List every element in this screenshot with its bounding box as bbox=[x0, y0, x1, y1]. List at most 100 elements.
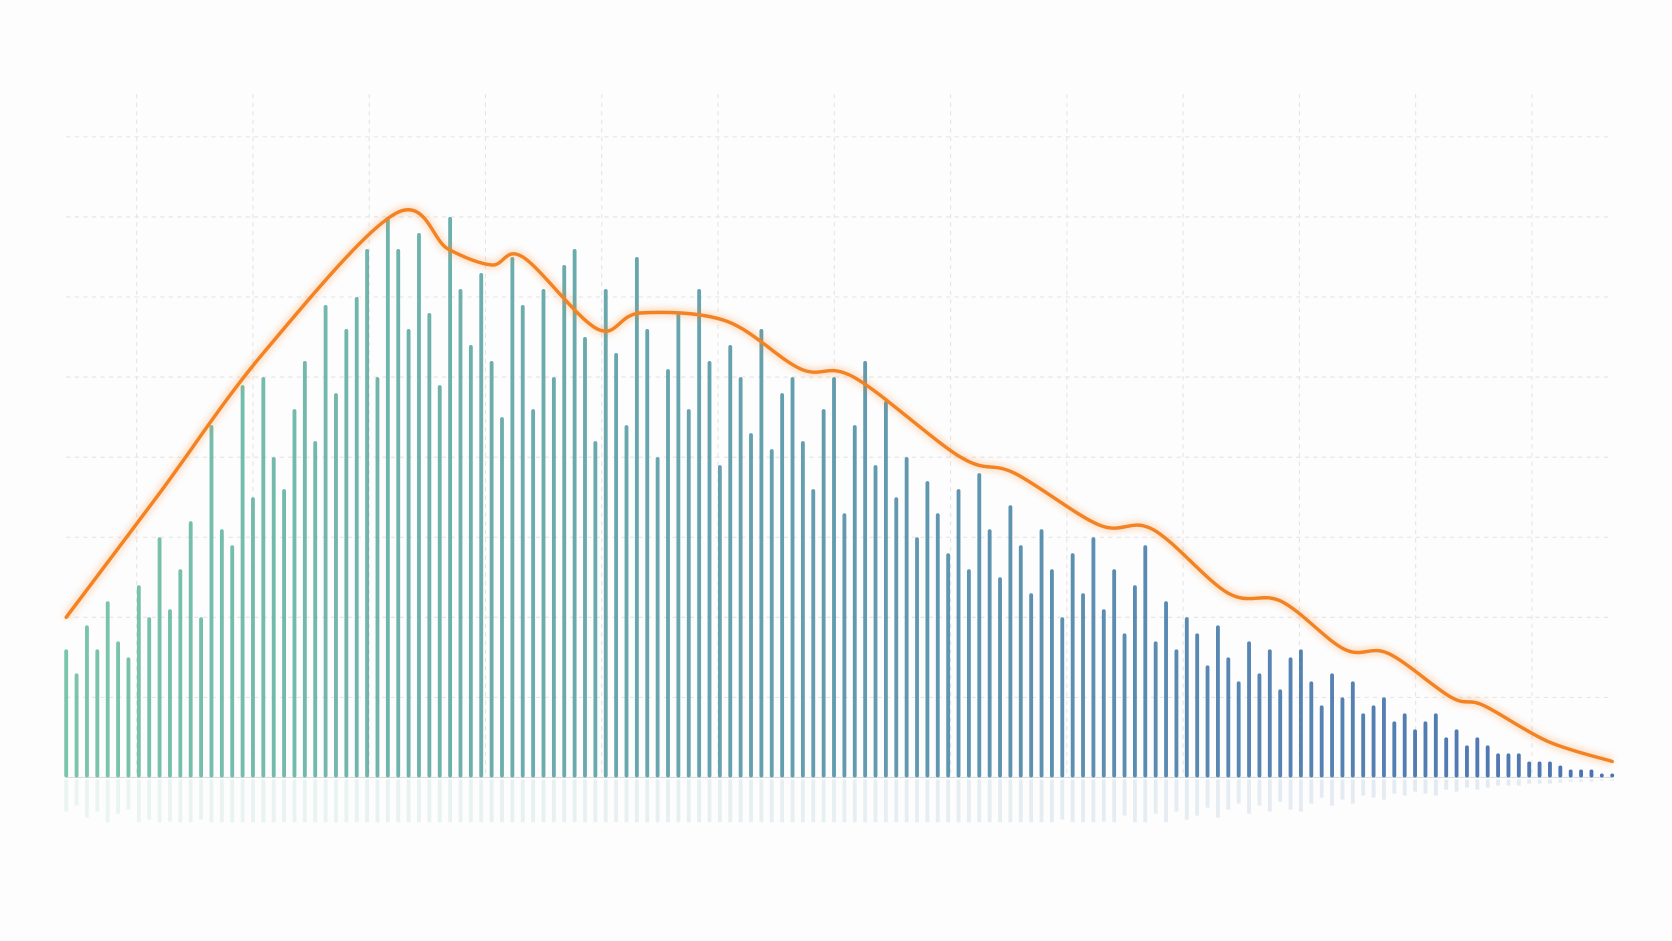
bar bbox=[458, 288, 463, 778]
bar bbox=[302, 361, 307, 778]
bar-reflection bbox=[178, 779, 183, 823]
bar bbox=[417, 232, 421, 778]
bar-reflection bbox=[1226, 779, 1231, 810]
bar bbox=[500, 417, 504, 778]
bar-reflection bbox=[417, 779, 421, 823]
bar bbox=[261, 377, 266, 778]
bar-reflection bbox=[1382, 779, 1386, 800]
bar-reflection bbox=[396, 779, 401, 823]
bar bbox=[448, 216, 453, 778]
bar bbox=[1579, 769, 1584, 778]
bar-reflection bbox=[676, 779, 681, 823]
bar bbox=[64, 649, 69, 778]
line bbox=[64, 208, 1614, 764]
bar-reflection bbox=[614, 779, 619, 823]
bar-reflection bbox=[645, 779, 650, 823]
bar bbox=[1112, 569, 1117, 778]
bar-reflection bbox=[1039, 779, 1044, 823]
bar bbox=[1132, 585, 1137, 778]
bar-reflection bbox=[697, 779, 702, 823]
bar-reflection bbox=[1143, 779, 1148, 823]
bar bbox=[1070, 553, 1075, 778]
bar bbox=[1454, 729, 1459, 778]
bar bbox=[147, 617, 152, 778]
bar-reflection bbox=[458, 779, 463, 823]
bar-reflection bbox=[468, 779, 473, 823]
bar-reflection bbox=[1589, 779, 1594, 782]
bar-reflection bbox=[811, 779, 816, 823]
bar-reflection bbox=[1164, 779, 1168, 823]
bar-reflection bbox=[251, 779, 255, 823]
bar-reflection bbox=[1330, 779, 1334, 806]
bar bbox=[956, 489, 961, 778]
bar bbox=[385, 216, 390, 778]
bar-reflection bbox=[593, 779, 598, 823]
bar-reflection bbox=[915, 779, 919, 823]
bar-reflection bbox=[116, 779, 120, 814]
bar bbox=[1122, 633, 1127, 778]
bar-reflection bbox=[1579, 779, 1584, 782]
bar bbox=[759, 329, 764, 778]
bar-reflection bbox=[832, 779, 836, 823]
bar bbox=[251, 497, 255, 778]
bar-reflection bbox=[1454, 779, 1459, 792]
bar-reflection bbox=[1516, 779, 1521, 786]
bar bbox=[1216, 625, 1220, 778]
bar-reflection bbox=[1132, 779, 1137, 823]
bar bbox=[323, 305, 328, 778]
bar-reflection bbox=[977, 779, 982, 823]
bar-reflection bbox=[500, 779, 504, 823]
bar-reflection bbox=[987, 779, 992, 823]
bar bbox=[811, 489, 816, 778]
bar-reflection bbox=[1610, 779, 1615, 781]
bar-reflection bbox=[1070, 779, 1075, 823]
bar bbox=[728, 345, 733, 778]
bar-reflection bbox=[1475, 779, 1480, 790]
bar bbox=[593, 441, 598, 778]
bar bbox=[126, 657, 131, 778]
bar bbox=[863, 361, 868, 778]
bar bbox=[136, 585, 141, 778]
bar-reflection bbox=[1008, 779, 1013, 823]
bar-reflection bbox=[790, 779, 795, 823]
bar-reflection bbox=[157, 779, 162, 823]
bar bbox=[1610, 773, 1615, 778]
bar-reflection bbox=[64, 779, 69, 812]
bar-reflection bbox=[1101, 779, 1106, 822]
bar-reflection bbox=[1361, 779, 1366, 796]
bar-reflection bbox=[520, 779, 525, 823]
bar-reflection bbox=[230, 779, 235, 823]
bar-reflection bbox=[603, 779, 608, 823]
bar-reflection bbox=[759, 779, 764, 823]
bar bbox=[427, 313, 432, 778]
bar-reflection bbox=[842, 779, 847, 823]
bar bbox=[634, 256, 639, 778]
bar bbox=[1392, 721, 1397, 778]
bar bbox=[1081, 593, 1085, 778]
bar-reflection bbox=[624, 779, 629, 823]
bar-reflection bbox=[74, 779, 79, 806]
bar bbox=[832, 377, 836, 778]
bar-reflection bbox=[707, 779, 712, 823]
bar-reflection bbox=[1267, 779, 1272, 812]
bar bbox=[676, 313, 681, 778]
bar bbox=[655, 457, 660, 778]
bar-reflection bbox=[1236, 779, 1241, 804]
bar-reflection bbox=[1153, 779, 1158, 814]
bar-reflection bbox=[1392, 779, 1397, 794]
bar-reflection bbox=[1288, 779, 1293, 810]
bar-reflection bbox=[821, 779, 826, 823]
bar bbox=[1143, 545, 1148, 778]
bar-reflection bbox=[686, 779, 691, 823]
bar bbox=[219, 529, 224, 778]
bar bbox=[894, 497, 899, 778]
bar-reflection bbox=[935, 779, 940, 823]
bar bbox=[1465, 745, 1469, 778]
bar-reflection bbox=[800, 779, 805, 823]
bar-reflection bbox=[572, 779, 577, 823]
bar bbox=[873, 465, 878, 778]
bar-reflection bbox=[95, 779, 100, 812]
bar-reflection bbox=[1496, 779, 1500, 786]
bar-reflection bbox=[1568, 779, 1573, 782]
bar-reflection bbox=[966, 779, 971, 823]
